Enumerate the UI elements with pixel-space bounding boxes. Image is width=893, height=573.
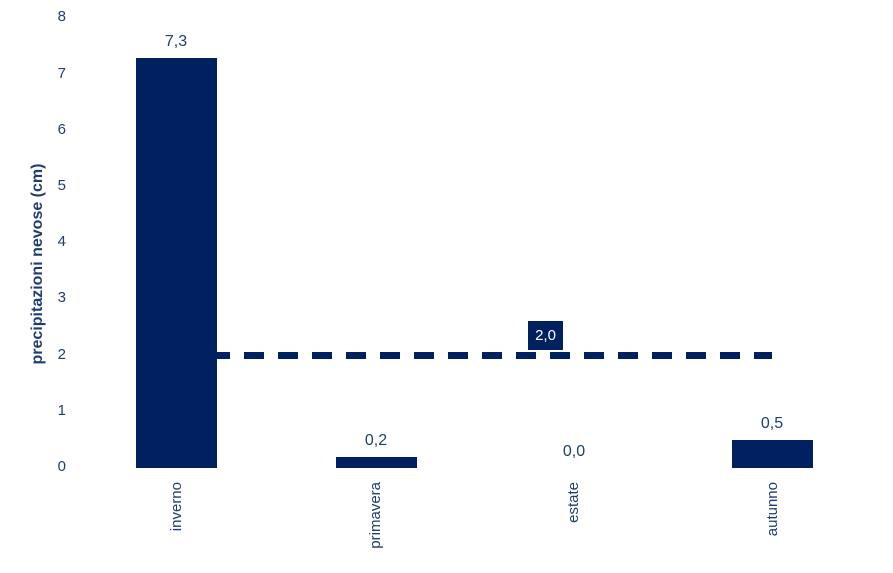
bar-inverno bbox=[136, 57, 217, 468]
y-tick-label: 7 bbox=[57, 64, 66, 82]
y-tick-label: 6 bbox=[57, 120, 66, 138]
y-tick-label: 1 bbox=[57, 401, 66, 419]
category-label-estate: estate bbox=[565, 482, 582, 523]
category-label-primavera: primavera bbox=[367, 482, 384, 549]
reference-dashed-line bbox=[176, 352, 772, 360]
category-label-inverno: inverno bbox=[168, 482, 185, 532]
y-tick-label: 3 bbox=[57, 289, 66, 307]
bar-autunno bbox=[732, 439, 813, 468]
value-label-autunno: 0,5 bbox=[760, 414, 784, 432]
value-label-estate: 0,0 bbox=[562, 443, 586, 460]
y-tick-label: 4 bbox=[57, 233, 66, 251]
bar-primavera bbox=[336, 456, 417, 468]
y-tick-label: 5 bbox=[57, 177, 66, 194]
reference-line-label: 2,0 bbox=[528, 321, 563, 350]
y-tick-label: 0 bbox=[57, 458, 66, 475]
value-label-inverno: 7,3 bbox=[164, 32, 188, 50]
category-label-autunno: autunno bbox=[764, 482, 781, 537]
y-tick-label: 8 bbox=[57, 8, 66, 26]
y-tick-label: 2 bbox=[57, 345, 66, 363]
value-label-primavera: 0,2 bbox=[364, 431, 388, 449]
